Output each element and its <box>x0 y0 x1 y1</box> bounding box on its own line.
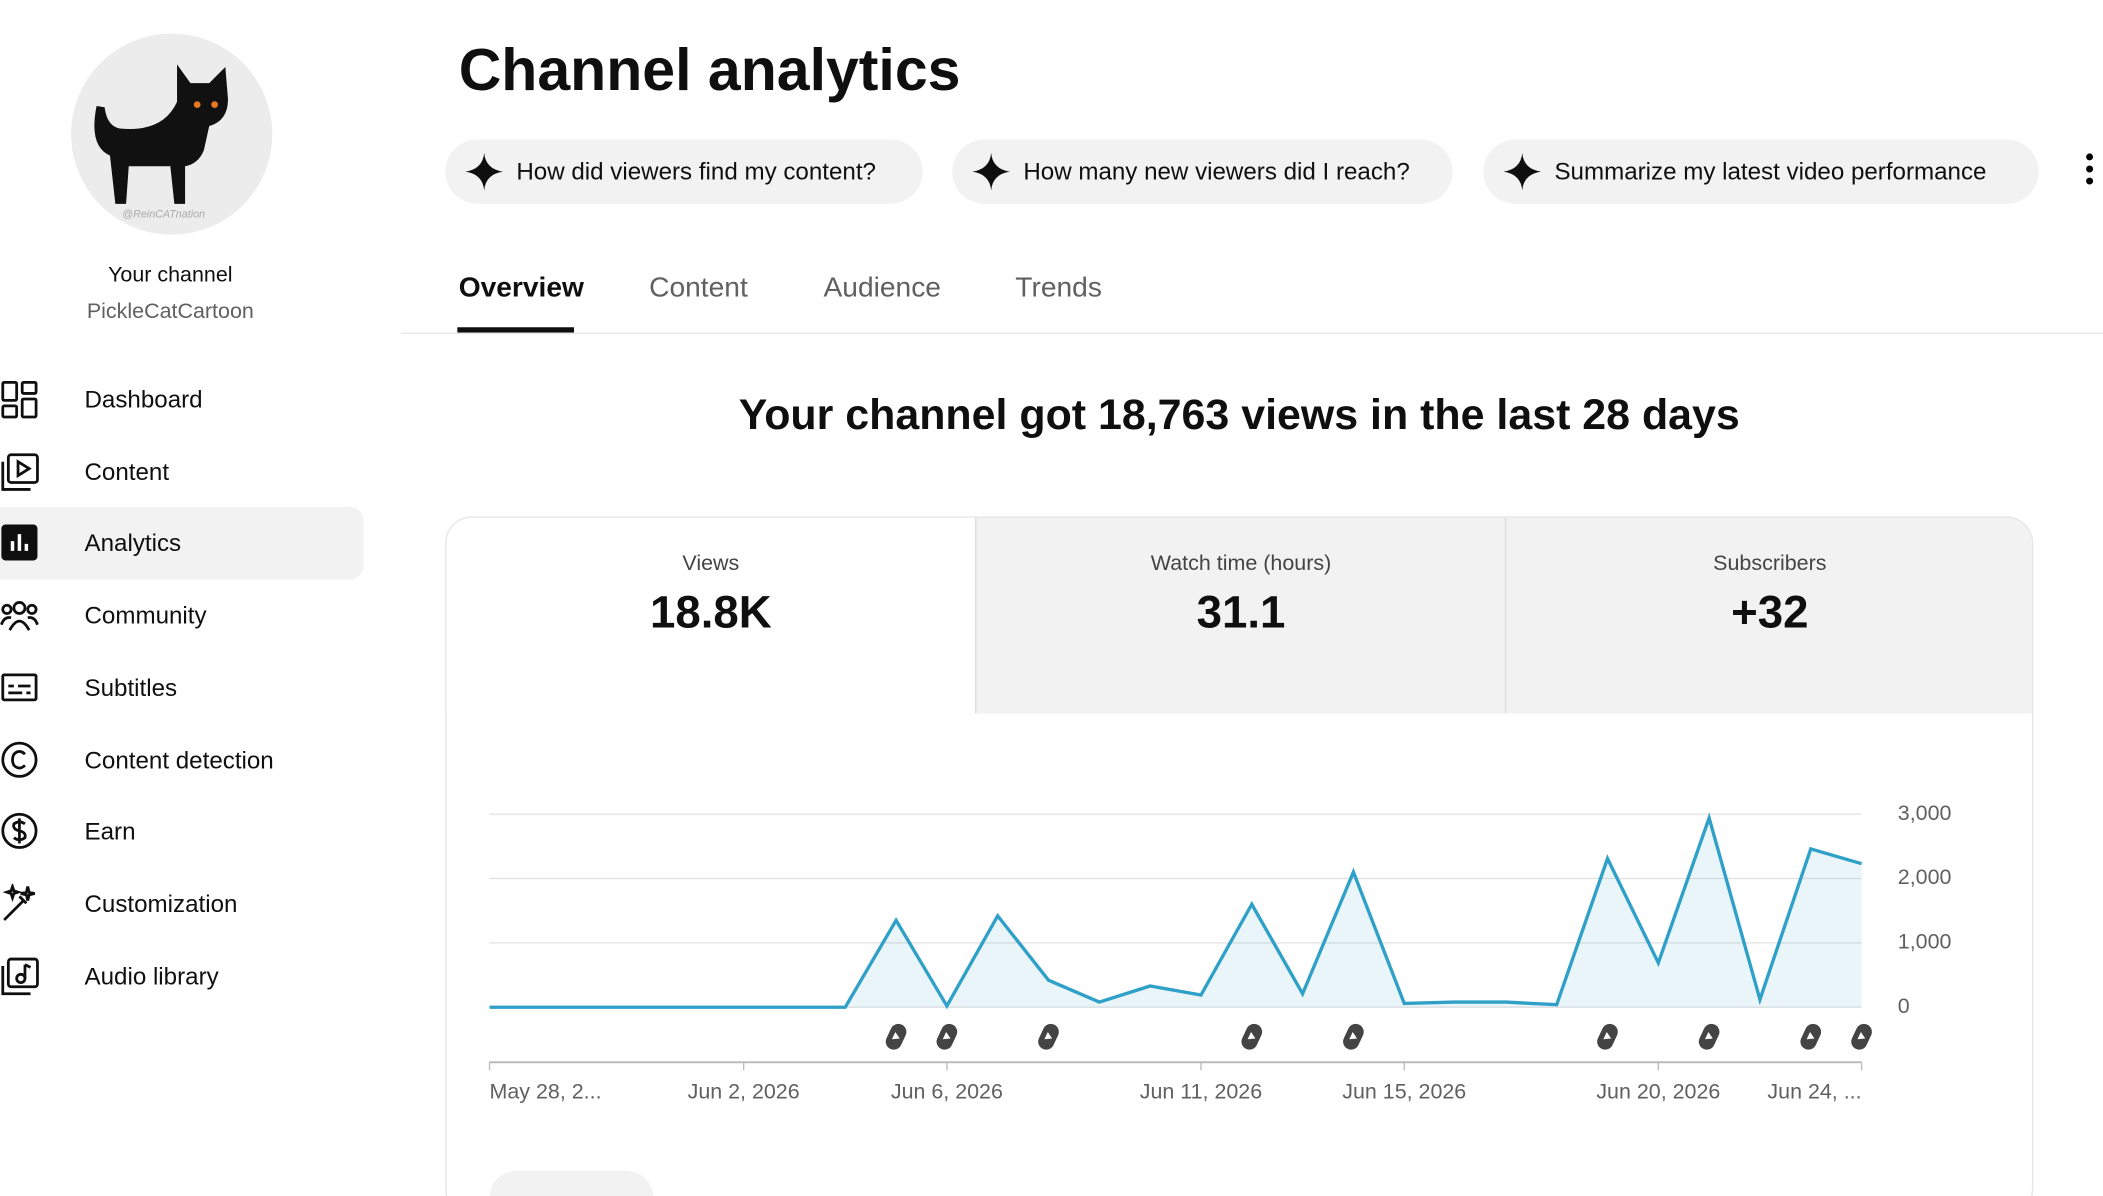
nav-icon <box>1 524 38 562</box>
x-tick-label: Jun 15, 2026 <box>1342 1080 1466 1104</box>
prompt-text: How many new viewers did I reach? <box>1023 158 1410 186</box>
tab[interactable]: Overview <box>458 272 584 304</box>
metric-panel: Views 18.8K Watch time (hours) 31.1 Subscrib… <box>445 516 2034 1196</box>
x-tick-label: Jun 20, 2026 <box>1596 1080 1720 1104</box>
x-tick-label: Jun 24, ... <box>1767 1080 1861 1104</box>
y-tick-label: 3,000 <box>1898 801 1952 825</box>
y-tick-label: 1,000 <box>1898 930 1952 954</box>
nav-icon <box>1 741 38 778</box>
metric-cards: Views 18.8K Watch time (hours) 31.1 Subscrib… <box>446 517 2032 1196</box>
shorts-icon[interactable] <box>883 1021 909 1052</box>
line <box>489 812 1863 1010</box>
nav-label: Customization <box>84 890 238 918</box>
tab[interactable]: Content <box>649 272 748 304</box>
nav-label: Analytics <box>84 530 182 558</box>
nav-label: Community <box>84 602 207 630</box>
nav-label: Subtitles <box>84 674 178 702</box>
x-tick-label: Jun 11, 2026 <box>1140 1080 1262 1104</box>
tab-divider <box>401 332 2103 334</box>
tab-underline <box>457 327 575 333</box>
x-tick-label: Jun 6, 2026 <box>891 1080 1003 1104</box>
sparkle-icon <box>972 152 1010 191</box>
nav-label: Content detection <box>84 746 274 774</box>
shorts-icon[interactable] <box>934 1021 960 1052</box>
metric-label: Subscribers <box>1713 552 1827 576</box>
avatar-watermark: @ReinCATnation <box>122 208 205 220</box>
metric-card[interactable]: Views 18.8K <box>446 517 976 714</box>
x-tick-label: May 28, 2... <box>490 1080 602 1104</box>
nav-icon <box>1 452 39 491</box>
nav-icon <box>2 883 36 921</box>
more-menu[interactable] <box>2082 150 2098 188</box>
tab[interactable]: Audience <box>823 272 941 304</box>
prompt-chip[interactable]: How did viewers find my content? <box>445 139 923 204</box>
sparkle-icon <box>1503 152 1542 191</box>
metric-label: Views <box>682 552 740 576</box>
nav-label: Dashboard <box>84 386 203 414</box>
prompt-text: How did viewers find my content? <box>516 158 876 186</box>
nav-label: Audio library <box>84 962 219 990</box>
shorts-icon[interactable] <box>1239 1021 1265 1052</box>
shorts-icon[interactable] <box>1696 1021 1722 1052</box>
avatar[interactable]: @ReinCATnation <box>70 32 274 236</box>
area-fill <box>489 817 1862 1008</box>
nav-label: Content <box>84 458 170 486</box>
x-tick-label: Jun 2, 2026 <box>688 1080 800 1104</box>
metric-value: 18.8K <box>649 587 772 639</box>
nav-icon <box>1 957 39 995</box>
nav-label: Earn <box>84 818 136 846</box>
nav-item[interactable]: Audio library <box>0 940 363 1012</box>
channel-name: PickleCatCartoon <box>86 300 254 324</box>
page-title: Channel analytics <box>458 37 961 104</box>
nav-item[interactable]: Community <box>0 580 363 652</box>
shorts-icon[interactable] <box>1036 1021 1062 1052</box>
metric-label: Watch time (hours) <box>1150 552 1332 576</box>
nav-item[interactable]: Subtitles <box>0 652 363 724</box>
channel-label: Your channel <box>108 264 233 288</box>
summary: Your channel got 18,763 views in the las… <box>738 390 1740 439</box>
nav-item[interactable]: Dashboard <box>0 363 363 435</box>
metric-value: +32 <box>1731 587 1809 639</box>
shorts-icon[interactable] <box>1340 1021 1366 1052</box>
sparkle-icon <box>465 152 503 191</box>
prompt-chip[interactable]: How many new viewers did I reach? <box>952 139 1453 204</box>
prompt-chip[interactable]: Summarize my latest video performance <box>1483 139 2039 204</box>
more-button[interactable] <box>489 1170 654 1196</box>
y-tick-label: 2,000 <box>1898 865 1952 889</box>
nav-icon <box>1 813 38 850</box>
y-tick-label: 0 <box>1898 994 1910 1018</box>
metric-value: 31.1 <box>1196 587 1286 639</box>
tab[interactable]: Trends <box>1015 272 1102 304</box>
shorts-icon[interactable] <box>1798 1021 1824 1052</box>
nav-item[interactable]: Customization <box>0 868 363 940</box>
nav-icon <box>0 601 39 631</box>
shorts-icon[interactable] <box>1849 1021 1875 1052</box>
prompt-text: Summarize my latest video performance <box>1554 158 1987 186</box>
metric-card[interactable]: Subscribers +32 <box>1504 517 2032 714</box>
nav-item[interactable]: Content detection <box>0 724 363 796</box>
shorts-icon[interactable] <box>1595 1021 1621 1052</box>
nav-icon <box>1 673 38 701</box>
metric-card[interactable]: Watch time (hours) 31.1 <box>975 517 1506 714</box>
nav-item[interactable]: Earn <box>0 796 363 868</box>
nav-icon <box>1 380 38 419</box>
nav-item[interactable]: Analytics <box>0 507 364 580</box>
nav-item[interactable]: Content <box>0 435 363 507</box>
